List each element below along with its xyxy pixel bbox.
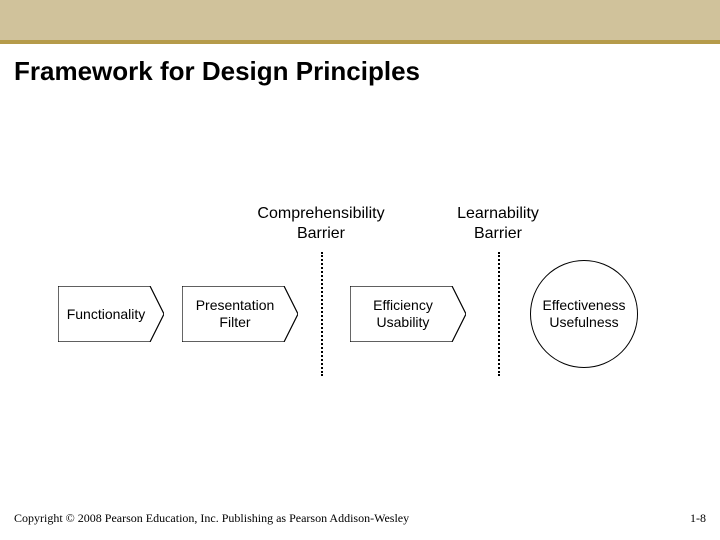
footer-page-number: 1-8 [690,511,706,526]
node-line2: Filter [219,314,250,330]
node-label: Efficiency Usability [373,297,433,331]
node-line1: Effectiveness [542,297,625,313]
node-efficiency-usability: Efficiency Usability [350,286,466,342]
node-line2: Usability [377,314,430,330]
node-label: Functionality [67,306,146,323]
barrier-learnability-line [498,252,500,376]
barrier-comprehensibility-line [321,252,323,376]
barrier-line2: Barrier [297,225,345,242]
node-label: Effectiveness Usefulness [542,297,625,332]
barrier-comprehensibility-label: Comprehensibility Barrier [241,204,401,244]
slide-topbar-upper [0,0,720,40]
node-functionality: Functionality [58,286,164,342]
framework-diagram: Comprehensibility Barrier Learnability B… [0,190,720,360]
barrier-line1: Learnability [457,205,539,222]
slide-topbar-lower [0,40,720,44]
node-line1: Functionality [67,306,146,322]
barrier-learnability-label: Learnability Barrier [418,204,578,244]
slide-title: Framework for Design Principles [14,56,420,87]
node-presentation-filter: Presentation Filter [182,286,298,342]
slide: Framework for Design Principles Comprehe… [0,0,720,540]
node-label: Presentation Filter [196,297,275,331]
barrier-line1: Comprehensibility [257,205,384,222]
node-line2: Usefulness [549,314,618,330]
slide-footer: Copyright © 2008 Pearson Education, Inc.… [14,511,706,526]
footer-copyright: Copyright © 2008 Pearson Education, Inc.… [14,511,409,526]
node-line1: Efficiency [373,297,433,313]
slide-topbar [0,0,720,44]
barrier-line2: Barrier [474,225,522,242]
node-line1: Presentation [196,297,275,313]
node-effectiveness-usefulness: Effectiveness Usefulness [530,260,638,368]
